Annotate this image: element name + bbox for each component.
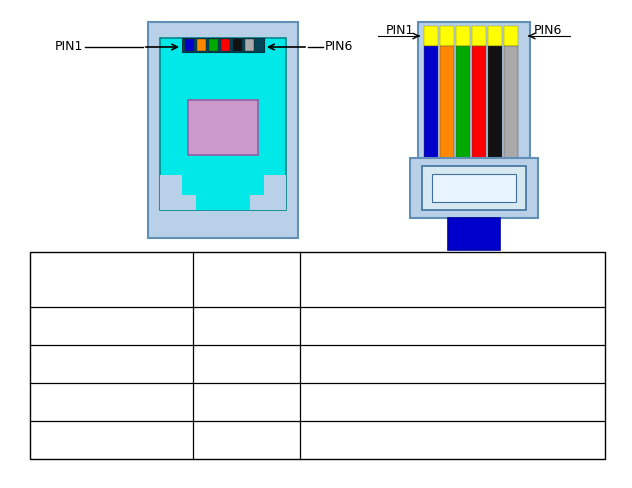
Text: RXD: RXD: [231, 357, 262, 371]
Bar: [440, 46, 454, 158]
Bar: [250, 195, 264, 210]
Bar: [488, 46, 502, 158]
Text: 6: 6: [107, 433, 116, 447]
Bar: [424, 26, 438, 46]
Text: +5V: +5V: [231, 395, 262, 409]
Text: TXD: TXD: [232, 319, 261, 333]
Text: PIN1: PIN1: [386, 24, 414, 37]
Bar: [148, 22, 298, 238]
Bar: [197, 39, 206, 51]
Bar: [221, 39, 230, 51]
Bar: [233, 39, 242, 51]
Bar: [424, 46, 438, 158]
Bar: [209, 39, 218, 51]
Bar: [456, 46, 470, 158]
Bar: [185, 39, 194, 51]
Bar: [182, 38, 264, 52]
Bar: [30, 252, 605, 459]
Bar: [264, 175, 286, 210]
Bar: [182, 175, 264, 210]
Text: Transmit Data: Transmit Data: [404, 319, 501, 333]
Text: PIN1: PIN1: [54, 41, 83, 54]
Text: 4: 4: [107, 395, 116, 409]
Text: PIN6: PIN6: [325, 41, 353, 54]
Bar: [418, 22, 530, 158]
Text: GND: GND: [231, 433, 262, 447]
Bar: [188, 100, 258, 155]
Text: 1: 1: [107, 319, 116, 333]
Text: Receive Data: Receive Data: [406, 357, 499, 371]
Text: Crystal Head
foot: Crystal Head foot: [67, 264, 156, 295]
Bar: [504, 46, 518, 158]
Text: Power Ground: Power Ground: [404, 433, 501, 447]
Bar: [422, 166, 526, 210]
Text: Definition: Definition: [213, 272, 280, 286]
Bar: [182, 195, 196, 210]
Text: Power Supply to HISU: Power Supply to HISU: [378, 395, 527, 409]
Bar: [160, 175, 182, 210]
Bar: [488, 26, 502, 46]
Text: Remark: Remark: [426, 272, 479, 286]
Text: PIN6: PIN6: [534, 24, 562, 37]
Bar: [245, 39, 254, 51]
Bar: [196, 195, 250, 210]
Bar: [472, 46, 486, 158]
Text: 2: 2: [107, 357, 116, 371]
Bar: [440, 26, 454, 46]
Bar: [456, 26, 470, 46]
Bar: [160, 38, 286, 210]
Bar: [410, 158, 538, 218]
Bar: [504, 26, 518, 46]
Bar: [432, 174, 516, 202]
Bar: [472, 26, 486, 46]
Bar: [448, 218, 500, 250]
